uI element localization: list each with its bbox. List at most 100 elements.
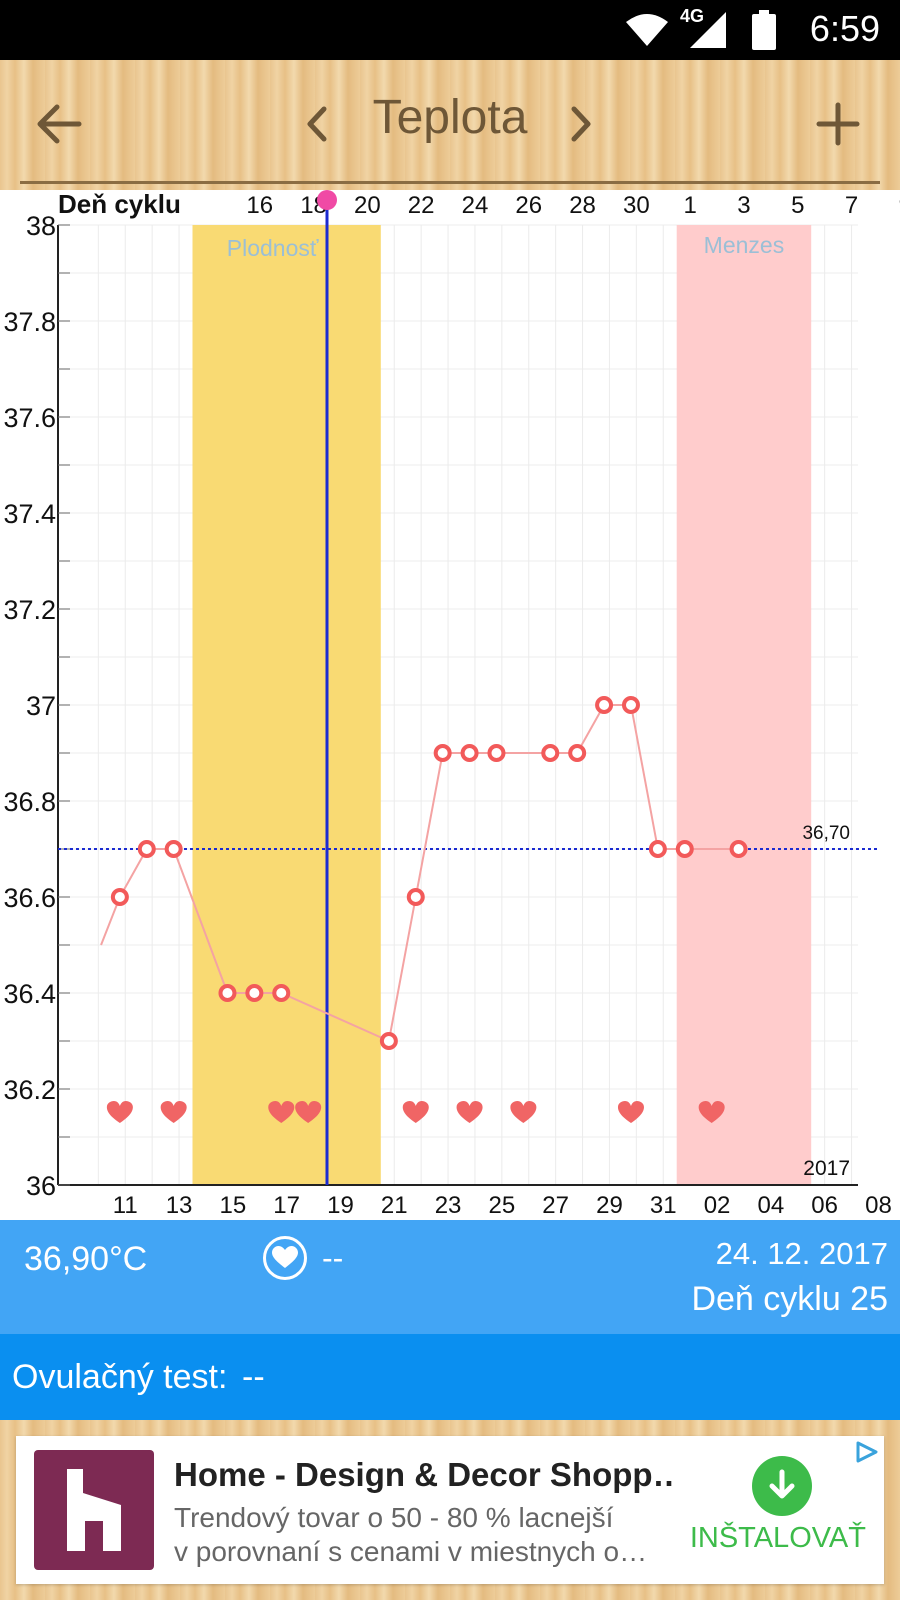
- ovulation-test-value: --: [242, 1358, 265, 1396]
- temperature-chart-svg[interactable]: Plodnosť Menzes3837.837.637.437.23736.836…: [0, 189, 900, 1220]
- date-tick-label: 04: [757, 1192, 784, 1219]
- cycle-tick-label: 16: [246, 192, 273, 219]
- date-tick-label: 21: [381, 1192, 408, 1219]
- y-tick-label: 38: [26, 211, 56, 241]
- intercourse-heart-icon: [268, 1101, 295, 1123]
- y-tick-label: 36: [26, 1171, 56, 1201]
- network-type-label: 4G: [680, 6, 705, 26]
- date-tick-label: 23: [435, 1192, 462, 1219]
- ad-description-line2: v porovnaní s cenami v miestnych o…: [174, 1536, 648, 1567]
- intercourse-heart-icon: [160, 1101, 187, 1123]
- date-tick-label: 19: [327, 1192, 354, 1219]
- y-tick-label: 36.6: [3, 883, 56, 913]
- y-tick-label: 37.6: [3, 403, 56, 433]
- wifi-icon: [626, 14, 668, 46]
- status-clock: 6:59: [809, 8, 880, 49]
- cycle-tick-label: 22: [408, 192, 435, 219]
- intercourse-heart-icon: [106, 1101, 133, 1123]
- date-tick-label: 29: [596, 1192, 623, 1219]
- date-tick-label: 02: [704, 1192, 731, 1219]
- ad-banner-area: Home - Design & Decor Shopp… Trendový to…: [0, 1420, 900, 1600]
- y-tick-label: 37.2: [3, 595, 56, 625]
- coverline-label: 36,70: [802, 823, 850, 844]
- temperature-point: [675, 840, 694, 858]
- add-entry-button[interactable]: [798, 84, 878, 164]
- plus-icon: [816, 102, 860, 146]
- menses-label: Menzes: [704, 232, 785, 258]
- temperature-chart[interactable]: Plodnosť Menzes 38 37.8 37.6 37.4 37.2 37 36.8 36…: [0, 189, 900, 1220]
- temperature-point: [110, 888, 129, 906]
- cycle-tick-label: 3: [737, 192, 750, 219]
- fertile-label: Plodnosť: [227, 235, 319, 261]
- chevron-right-icon: [571, 106, 591, 142]
- cycle-axis-label: Deň cyklu: [58, 190, 181, 219]
- date-tick-label: 15: [219, 1192, 246, 1219]
- back-arrow-icon: [37, 104, 82, 144]
- date-tick-label: 11: [113, 1192, 138, 1219]
- ovulation-test-label: Ovulačný test:: [12, 1358, 228, 1396]
- ad-title[interactable]: Home - Design & Decor Shopp…: [174, 1456, 674, 1493]
- temperature-point: [272, 984, 291, 1002]
- intercourse-heart-icon: [617, 1101, 644, 1123]
- temperature-point: [568, 744, 587, 762]
- selected-day-marker: [317, 190, 337, 210]
- intercourse-heart-icon: [295, 1101, 322, 1123]
- date-tick-label: 25: [488, 1192, 515, 1219]
- date-tick-label: 27: [542, 1192, 569, 1219]
- cycle-tick-label: 26: [515, 192, 542, 219]
- menses-band: [676, 225, 812, 1185]
- cycle-tick-label: 28: [569, 192, 596, 219]
- signal-icon: [690, 12, 726, 48]
- temperature-readout: 36,90°C: [24, 1240, 148, 1278]
- houzz-logo-icon: [67, 1469, 121, 1551]
- battery-icon: [752, 10, 776, 50]
- y-tick-label: 37: [26, 691, 56, 721]
- temperature-point: [595, 696, 614, 714]
- y-tick-label: 36.4: [3, 979, 56, 1009]
- cycle-tick-label: 1: [683, 192, 696, 219]
- download-icon[interactable]: [752, 1456, 812, 1516]
- temperature-point: [245, 984, 264, 1002]
- temperature-point: [541, 744, 560, 762]
- cycle-day-readout: Deň cyklu 25: [691, 1280, 888, 1318]
- cycle-tick-label: 9: [899, 192, 900, 219]
- temperature-point: [379, 1032, 398, 1050]
- intercourse-button[interactable]: [263, 1236, 307, 1280]
- y-tick-label: 37.8: [3, 307, 56, 337]
- date-tick-label: 31: [650, 1192, 677, 1219]
- toolbar: Teplota: [0, 60, 900, 190]
- cycle-tick-label: 24: [462, 192, 489, 219]
- temperature-point: [648, 840, 667, 858]
- cycle-tick-label: 30: [623, 192, 650, 219]
- temperature-point: [218, 984, 237, 1002]
- ad-description-line1: Trendový tovar o 50 - 80 % lacnejší: [174, 1502, 614, 1533]
- day-info-panel[interactable]: 36,90°C -- 24. 12. 2017 Deň cyklu 25: [0, 1220, 900, 1334]
- temperature-point: [460, 744, 479, 762]
- ad-choices-icon[interactable]: [850, 1436, 884, 1468]
- back-button[interactable]: [20, 84, 100, 164]
- temperature-point: [729, 840, 748, 858]
- temperature-point: [406, 888, 425, 906]
- next-chart-button[interactable]: [542, 84, 622, 164]
- intercourse-heart-icon: [402, 1101, 429, 1123]
- intercourse-heart-icon: [456, 1101, 483, 1123]
- year-label: 2017: [803, 1157, 850, 1180]
- heart-icon: [272, 1246, 298, 1268]
- ovulation-test-panel[interactable]: Ovulačný test: --: [0, 1334, 900, 1420]
- cycle-tick-label: 20: [354, 192, 381, 219]
- date-tick-label: 17: [273, 1192, 300, 1219]
- temperature-point: [137, 840, 156, 858]
- page-title: Teplota: [372, 91, 528, 144]
- temperature-point: [487, 744, 506, 762]
- previous-chart-button[interactable]: [276, 84, 356, 164]
- date-tick-label: 13: [166, 1192, 193, 1219]
- ad-install-button[interactable]: INŠTALOVAŤ: [689, 1522, 866, 1554]
- ad-card[interactable]: Home - Design & Decor Shopp… Trendový to…: [16, 1436, 884, 1584]
- temperature-point: [621, 696, 640, 714]
- intercourse-value: --: [322, 1240, 344, 1276]
- ad-app-logo[interactable]: [34, 1450, 154, 1570]
- temperature-point: [433, 744, 452, 762]
- date-readout: 24. 12. 2017: [715, 1236, 888, 1271]
- intercourse-heart-icon: [510, 1101, 537, 1123]
- status-bar: 4G 6:59: [0, 0, 900, 60]
